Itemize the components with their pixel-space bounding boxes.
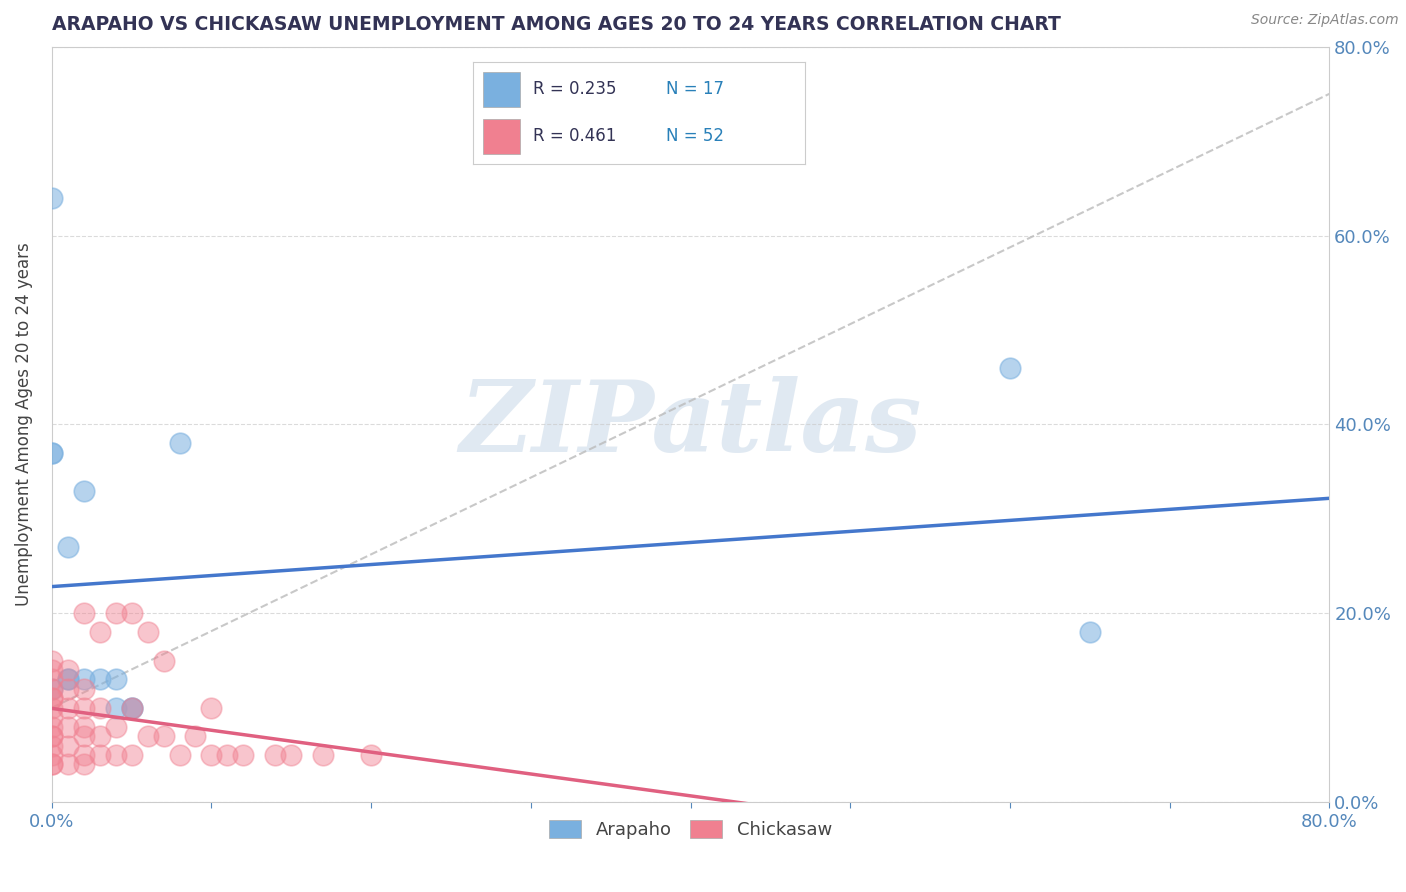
Point xyxy=(73,720,96,734)
Point xyxy=(41,757,63,772)
Point xyxy=(104,720,127,734)
Point xyxy=(89,701,111,715)
Text: ZIPatlas: ZIPatlas xyxy=(460,376,922,473)
Point xyxy=(41,701,63,715)
Point xyxy=(360,747,382,762)
Point xyxy=(264,747,287,762)
Point xyxy=(41,654,63,668)
Point xyxy=(104,701,127,715)
Point xyxy=(136,625,159,640)
Point xyxy=(217,747,239,762)
Point xyxy=(56,757,79,772)
Point xyxy=(41,446,63,460)
Point xyxy=(121,701,143,715)
Point xyxy=(89,625,111,640)
Point xyxy=(56,673,79,687)
Point xyxy=(312,747,335,762)
Point xyxy=(184,729,207,743)
Point xyxy=(998,360,1021,375)
Point xyxy=(73,701,96,715)
Legend: Arapaho, Chickasaw: Arapaho, Chickasaw xyxy=(541,813,839,847)
Point xyxy=(56,720,79,734)
Point xyxy=(41,739,63,753)
Point xyxy=(104,607,127,621)
Point xyxy=(104,747,127,762)
Y-axis label: Unemployment Among Ages 20 to 24 years: Unemployment Among Ages 20 to 24 years xyxy=(15,243,32,607)
Point xyxy=(56,663,79,677)
Point xyxy=(41,729,63,743)
Point xyxy=(232,747,254,762)
Point xyxy=(280,747,302,762)
Point xyxy=(89,747,111,762)
Point xyxy=(1078,625,1101,640)
Point xyxy=(41,691,63,706)
Point xyxy=(73,673,96,687)
Point xyxy=(41,729,63,743)
Point xyxy=(152,654,174,668)
Point xyxy=(56,701,79,715)
Point xyxy=(89,729,111,743)
Point xyxy=(41,673,63,687)
Point xyxy=(41,191,63,205)
Point xyxy=(73,681,96,696)
Point xyxy=(41,681,63,696)
Point xyxy=(152,729,174,743)
Point xyxy=(169,436,191,450)
Point xyxy=(73,757,96,772)
Point xyxy=(121,701,143,715)
Point xyxy=(200,747,222,762)
Point xyxy=(104,673,127,687)
Text: Source: ZipAtlas.com: Source: ZipAtlas.com xyxy=(1251,13,1399,28)
Point xyxy=(41,710,63,724)
Point xyxy=(41,747,63,762)
Point xyxy=(56,541,79,555)
Point xyxy=(56,673,79,687)
Text: ARAPAHO VS CHICKASAW UNEMPLOYMENT AMONG AGES 20 TO 24 YEARS CORRELATION CHART: ARAPAHO VS CHICKASAW UNEMPLOYMENT AMONG … xyxy=(52,15,1060,34)
Point xyxy=(41,681,63,696)
Point xyxy=(41,691,63,706)
Point xyxy=(121,607,143,621)
Point xyxy=(136,729,159,743)
Point xyxy=(169,747,191,762)
Point xyxy=(56,739,79,753)
Point xyxy=(73,729,96,743)
Point xyxy=(41,446,63,460)
Point xyxy=(73,483,96,498)
Point xyxy=(121,747,143,762)
Point xyxy=(41,757,63,772)
Point xyxy=(200,701,222,715)
Point xyxy=(56,681,79,696)
Point xyxy=(41,663,63,677)
Point xyxy=(89,673,111,687)
Point xyxy=(73,747,96,762)
Point xyxy=(41,720,63,734)
Point xyxy=(121,701,143,715)
Point xyxy=(73,607,96,621)
